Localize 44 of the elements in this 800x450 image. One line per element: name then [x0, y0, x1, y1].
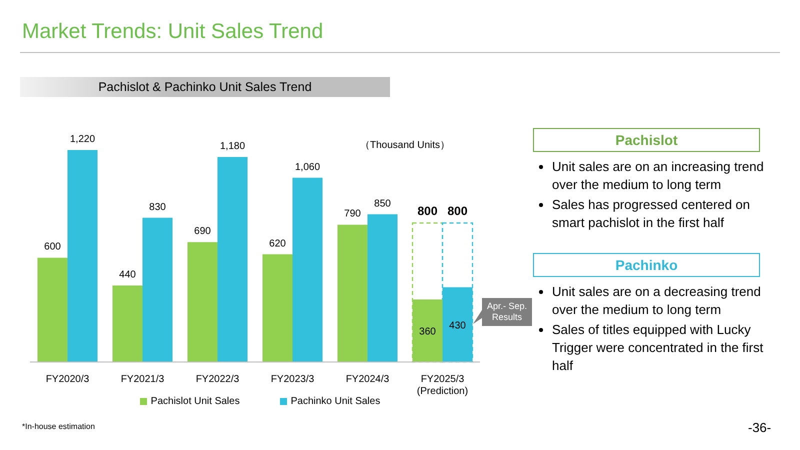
data-label: 600	[44, 242, 62, 253]
data-label: 360	[419, 326, 436, 338]
bar	[292, 178, 322, 362]
x-tick-label: FY2024/3	[346, 374, 390, 385]
data-label: 850	[374, 198, 392, 210]
text: Pachinko	[533, 253, 760, 277]
bar	[68, 150, 98, 362]
x-tick-label: FY2022/3	[196, 374, 240, 385]
y-axis-title: （Thousand Units）	[360, 139, 450, 152]
data-label: 1,180	[220, 140, 246, 152]
x-tick-label: FY2021/3	[120, 374, 165, 385]
data-label: 1,060	[294, 162, 320, 173]
text: Unit sales are on an increasing trend over the medium to long term	[552, 158, 765, 194]
data-label: 790	[344, 208, 362, 220]
data-label: 830	[149, 202, 166, 213]
text: *In-house estimation	[22, 422, 95, 431]
x-tick-label: FY2020/3	[46, 374, 90, 385]
bar	[368, 214, 398, 362]
bar	[112, 286, 142, 362]
data-label: 620	[269, 238, 286, 250]
data-label: 440	[119, 270, 136, 281]
legend-label: Pachislot Unit Sales	[150, 396, 240, 407]
data-label: 800	[447, 204, 468, 218]
data-label: 690	[194, 226, 212, 238]
x-tick-label: FY2023/3	[270, 374, 315, 385]
text: Sales of titles equipped with Lucky Trigger were concentrated in the first half	[552, 321, 764, 375]
bar	[262, 254, 292, 362]
bar	[218, 156, 248, 362]
text: Sales has progressed centered on smart pachislot in the first half	[552, 196, 752, 232]
bar	[188, 242, 218, 362]
data-label: 430	[449, 320, 466, 332]
data-label: 800	[417, 204, 438, 218]
data-label: 1,220	[70, 134, 96, 145]
bar	[38, 258, 68, 362]
bar	[338, 224, 368, 362]
x-tick-label: FY2025/3 (Prediction)	[416, 374, 468, 397]
chart-subtitle: Pachislot & Pachinko Unit Sales Trend	[20, 77, 390, 97]
bar	[142, 218, 172, 362]
text: Apr.- Sep. Results	[486, 301, 528, 323]
chart-title: Market Trends: Unit Sales Trend	[22, 20, 324, 44]
text: -36-	[748, 420, 772, 435]
text: Pachislot	[533, 128, 760, 152]
text: Unit sales are on a decreasing trend over the medium to long term	[552, 283, 762, 319]
legend-label: Pachinko Unit Sales	[290, 396, 380, 407]
